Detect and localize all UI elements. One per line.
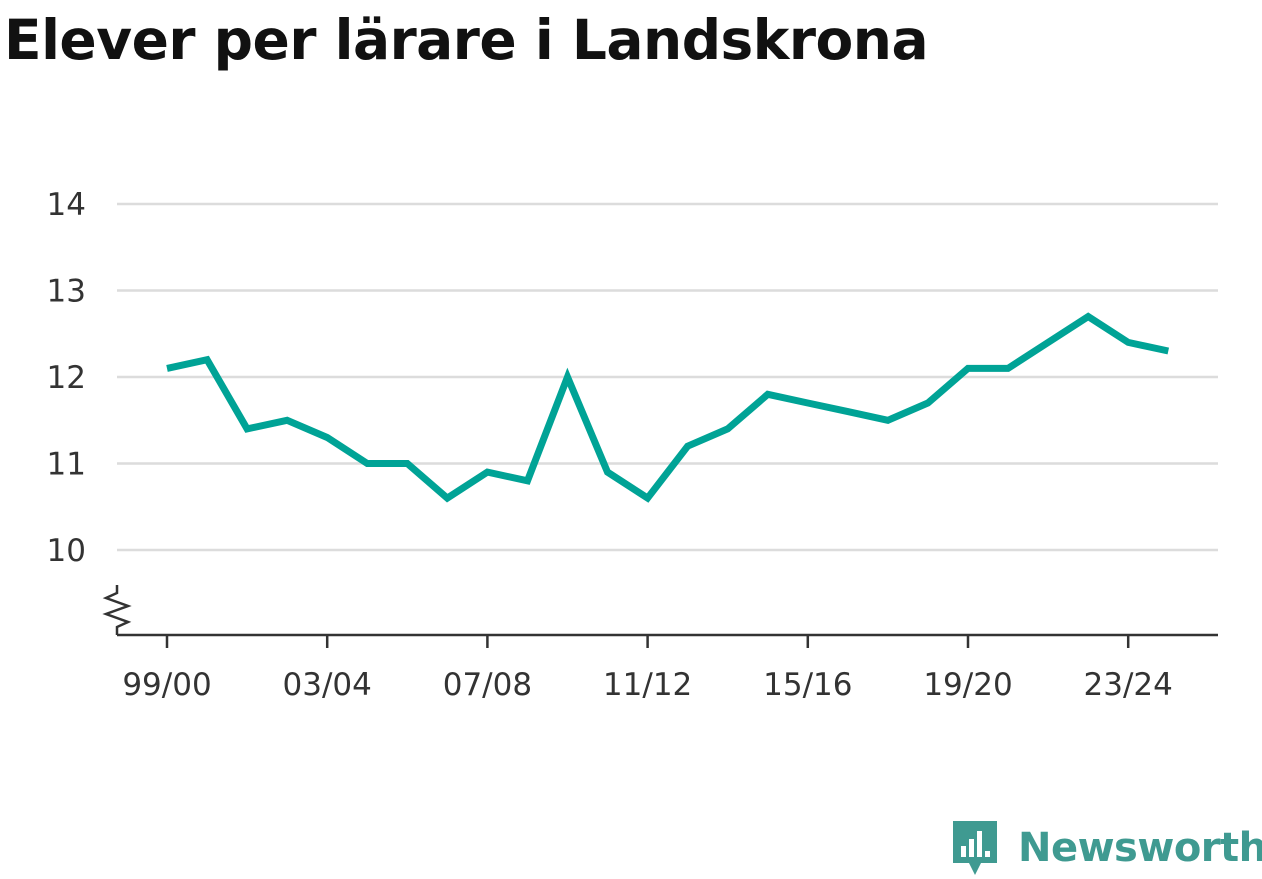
gridlines bbox=[117, 202, 1218, 552]
x-tick-label: 03/04 bbox=[283, 667, 372, 703]
y-axis-tick-labels: 10 11 12 13 14 bbox=[47, 187, 86, 569]
y-tick-label: 11 bbox=[47, 447, 86, 483]
y-tick-label: 13 bbox=[47, 274, 86, 310]
x-tick-label: 19/20 bbox=[923, 667, 1012, 703]
brand-name: Newsworthy bbox=[1018, 825, 1262, 871]
x-axis-ticks: 99/00 03/04 07/08 11/12 15/16 19/20 23/24 bbox=[122, 635, 1173, 703]
y-tick-label: 10 bbox=[47, 533, 86, 569]
x-axis bbox=[102, 585, 1218, 637]
y-tick-label: 14 bbox=[47, 187, 86, 223]
x-tick-label: 11/12 bbox=[603, 667, 692, 703]
x-tick-label: 23/24 bbox=[1084, 667, 1173, 703]
chart-title: Elever per lärare i Landskrona bbox=[4, 8, 929, 72]
x-tick-label: 15/16 bbox=[763, 667, 852, 703]
line-chart: 10 11 12 13 14 99/00 03/04 07/08 11/12 15/16 19/2… bbox=[47, 187, 1218, 703]
x-tick-label: 07/08 bbox=[443, 667, 532, 703]
y-axis-break-icon bbox=[102, 585, 132, 635]
brand-logo-group: Newsworthy bbox=[950, 818, 1262, 878]
series-line-0 bbox=[166, 312, 1170, 503]
x-tick-label: 99/00 bbox=[122, 667, 211, 703]
y-tick-label: 12 bbox=[47, 360, 86, 396]
newsworthy-logo-icon bbox=[953, 821, 997, 875]
series-layer bbox=[166, 312, 1170, 503]
